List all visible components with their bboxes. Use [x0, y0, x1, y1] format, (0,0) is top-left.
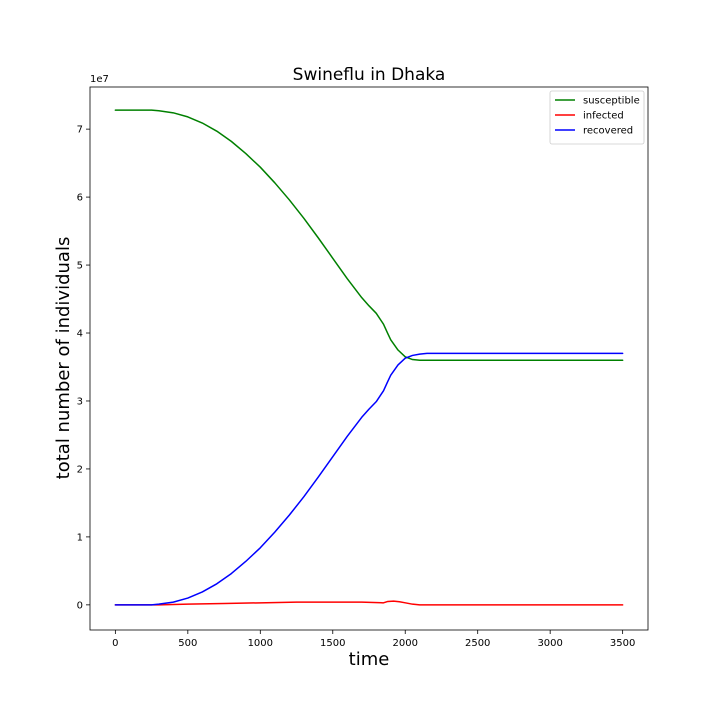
plot-area: [114, 109, 624, 606]
y-tick-label: 2: [77, 464, 83, 475]
y-tick-label: 3: [77, 396, 83, 407]
series-line-susceptible: [114, 109, 624, 361]
y-axis-label: total number of individuals: [53, 237, 74, 480]
x-tick-label: 3500: [610, 638, 635, 649]
x-axis-label: time: [349, 649, 390, 670]
series-line-infected: [114, 600, 624, 606]
legend-label-susceptible: susceptible: [583, 96, 640, 107]
legend-label-infected: infected: [583, 111, 624, 122]
x-tick-label: 1500: [320, 638, 345, 649]
x-tick-label: 0: [112, 638, 118, 649]
x-tick-label: 500: [178, 638, 197, 649]
y-tick-label: 7: [77, 125, 83, 136]
chart-title: Swineflu in Dhaka: [293, 65, 446, 85]
x-tick-label: 2500: [465, 638, 490, 649]
legend: susceptible infected recovered: [549, 90, 645, 145]
y-axis-offset-label: 1e7: [90, 74, 109, 85]
x-tick-label: 2000: [393, 638, 418, 649]
axis-ticks: 0 500 1000 1500 2000 2500 3000 3500 0 1 2 3 4 5 6 7: [77, 125, 636, 649]
series-line-recovered: [114, 352, 624, 606]
y-tick-label: 1: [77, 532, 83, 543]
y-tick-label: 4: [77, 329, 83, 340]
legend-label-recovered: recovered: [583, 126, 633, 137]
x-tick-label: 1000: [248, 638, 273, 649]
y-tick-label: 0: [77, 600, 83, 611]
y-tick-label: 5: [77, 261, 83, 272]
y-tick-label: 6: [77, 193, 83, 204]
x-tick-label: 3000: [537, 638, 562, 649]
plot-frame: [89, 86, 649, 631]
